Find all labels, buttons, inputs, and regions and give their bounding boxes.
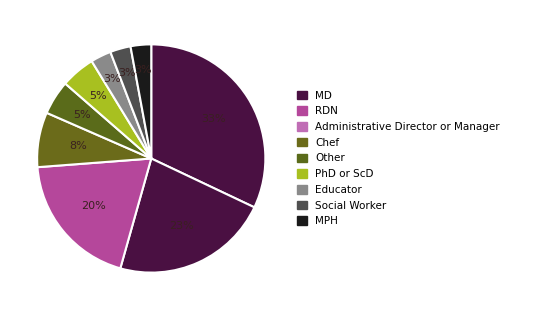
Text: 5%: 5% <box>90 91 107 101</box>
Wedge shape <box>151 44 265 207</box>
Wedge shape <box>47 83 151 158</box>
Wedge shape <box>130 44 151 158</box>
Text: 23%: 23% <box>169 221 194 231</box>
Wedge shape <box>37 113 151 167</box>
Wedge shape <box>37 158 151 268</box>
Text: 3%: 3% <box>134 65 152 75</box>
Wedge shape <box>65 61 151 158</box>
Wedge shape <box>120 158 255 273</box>
Wedge shape <box>111 46 151 158</box>
Text: 20%: 20% <box>81 201 106 210</box>
Text: 33%: 33% <box>202 114 226 124</box>
Wedge shape <box>92 52 151 158</box>
Text: 5%: 5% <box>73 110 91 120</box>
Text: 3%: 3% <box>103 74 121 84</box>
Text: 3%: 3% <box>118 68 136 78</box>
Legend: MD, RDN, Administrative Director or Manager, Chef, Other, PhD or ScD, Educator, : MD, RDN, Administrative Director or Mana… <box>293 87 503 230</box>
Text: 8%: 8% <box>69 141 87 151</box>
